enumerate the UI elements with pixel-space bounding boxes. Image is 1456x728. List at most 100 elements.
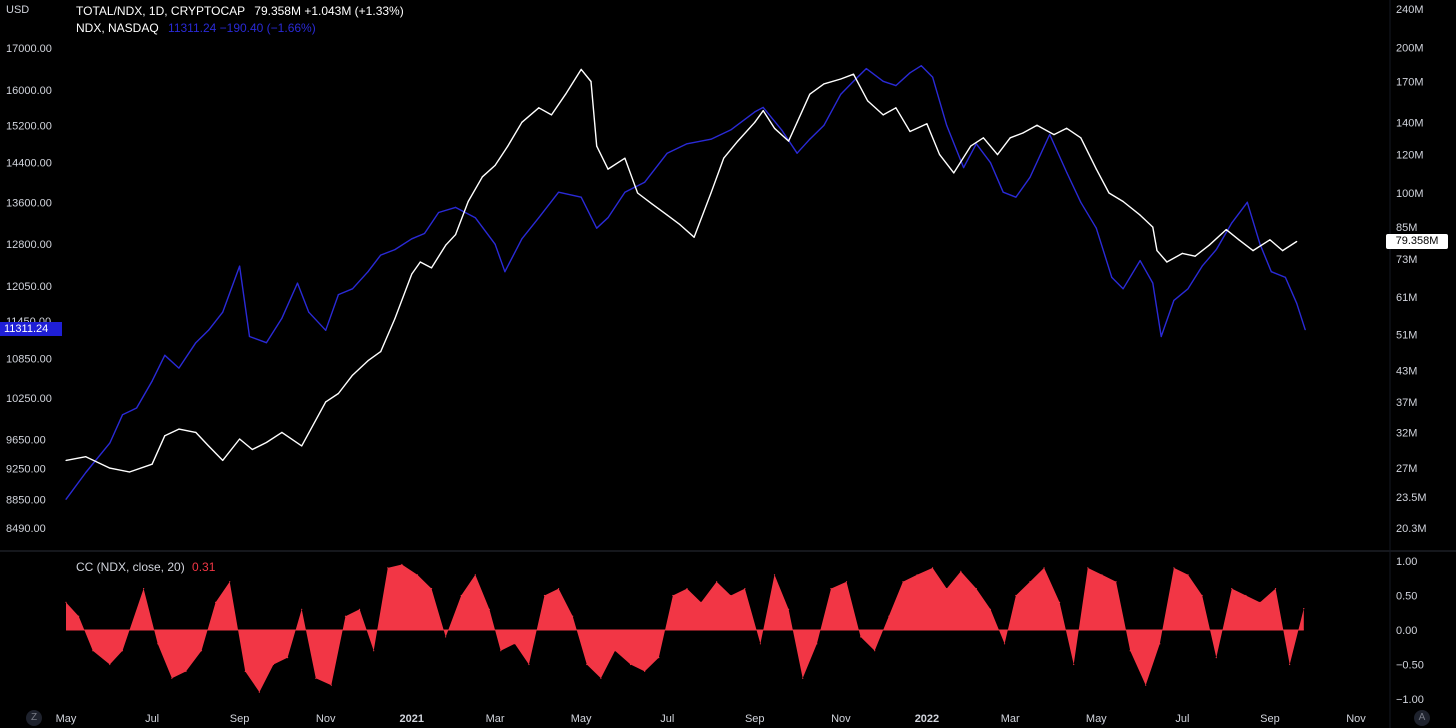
total-ndx-point [953,172,955,174]
zoom-button[interactable]: Z [26,710,42,726]
total-ndx-point [926,123,928,125]
left-tick-label: 14400.00 [6,158,52,170]
right-tick-label: 23.5M [1396,492,1427,504]
cc-point [1289,663,1291,666]
total-ndx-point [222,459,224,462]
ndx-point [164,354,166,356]
ndx-point [1049,133,1051,136]
total-ndx-point [723,157,725,159]
ndx-point [895,85,897,87]
total-ndx-point [454,234,457,236]
cc-point [373,650,375,652]
cc-point [1129,650,1131,652]
total-ndx-point [679,224,681,226]
ndx-point [1201,265,1203,267]
right-tick-label: 170M [1396,76,1424,88]
cc-point [888,615,890,617]
auto-scale-button[interactable]: A [1414,710,1430,726]
cc-axis[interactable]: 1.00 0.50 0.00 −0.50 −1.00 [1396,556,1424,706]
total-ndx-point [481,176,483,178]
cc-point [200,650,203,652]
total-ndx-point [996,154,999,156]
cc-tick-label: 0.50 [1396,591,1417,603]
left-price-axis[interactable]: 17000.00 16000.00 15200.00 14400.00 13600.00… [6,43,52,535]
cc-point [658,657,660,659]
left-tick-label: 10250.00 [6,393,52,405]
total-ndx-point [970,145,972,147]
total-ndx-point [565,93,567,95]
cc-tick-label: 1.00 [1396,556,1417,568]
ndx-point [1173,299,1175,302]
ndx-point [644,181,646,183]
ndx-point [754,111,756,113]
ndx-point [85,471,87,474]
price-series [65,64,1306,500]
cc-point [572,615,574,617]
total-ndx-point [265,441,268,444]
total-ndx-point [607,168,609,170]
indicator-legend[interactable]: CC (NDX, close, 20) 0.31 [76,560,215,574]
cc-point [157,643,159,645]
ndx-point [1231,222,1233,224]
time-tick-label: Nov [1346,713,1366,725]
ndx-point [1304,329,1306,331]
time-axis[interactable]: May Jul Sep Nov 2021 Mar May Jul Sep Nov 2022 Mar Ma… [56,713,1367,725]
total-ndx-point [550,114,553,116]
time-tick-label: May [1086,713,1107,725]
total-ndx-point [939,154,941,156]
cc-point [301,608,303,610]
total-ndx-point [411,273,413,275]
cc-point [916,574,918,576]
ndx-point [521,238,523,240]
total-ndx-point [1122,200,1124,203]
ndx-point [135,407,138,409]
ndx-point [975,143,977,145]
left-tick-label: 12050.00 [6,281,52,293]
cc-point [244,670,246,673]
total-ndx-point [590,80,592,83]
cc-point [258,691,260,693]
right-price-axis[interactable]: 240M 200M 170M 140M 120M 100M 85M 73M 61M 51M 43M 3… [1396,4,1427,535]
cc-point [358,608,361,610]
indicator-value: 0.31 [192,560,216,574]
total-ndx-point [624,157,626,159]
cc-tick-label: 0.00 [1396,625,1417,637]
total-ndx-point [773,127,776,129]
ndx-point [1152,282,1154,284]
cc-point [614,650,616,652]
cc-point [401,563,403,566]
ndx-point [1296,302,1298,304]
ndx-point [1187,288,1189,290]
ndx-point [730,129,732,131]
ndx-point [920,65,922,67]
cc-point [845,581,848,583]
cc-point [716,581,718,583]
ndx-point [963,166,965,169]
cc-point [830,588,832,590]
total-ndx-point [507,145,509,147]
cc-point [1003,643,1006,645]
total-ndx-point [538,107,540,109]
ndx-point [195,342,197,344]
ndx-point [762,106,764,109]
ndx-point [989,162,992,164]
total-ndx-point [754,121,756,123]
cc-point [975,588,977,590]
cc-point [272,663,275,666]
total-ndx-point [1194,255,1196,257]
total-ndx-point [1296,240,1298,243]
total-last-price-tag: 79.358M [1386,234,1448,249]
ndx-point [438,211,440,214]
ndx-point [380,254,382,256]
total-ndx-point [151,463,153,465]
cc-point [1245,594,1247,597]
compare-symbol-legend[interactable]: NDX, NASDAQ 11311.24 −190.40 (−1.66%) [76,21,316,35]
main-symbol-legend[interactable]: TOTAL/NDX, 1D, CRYPTOCAP 79.358M +1.043M… [76,4,404,18]
time-tick-label: Mar [486,713,505,725]
ndx-point [1246,201,1248,203]
ndx-point [1122,288,1124,290]
cc-point [989,608,992,610]
ndx-point [780,129,783,131]
cc-point [1145,684,1147,686]
